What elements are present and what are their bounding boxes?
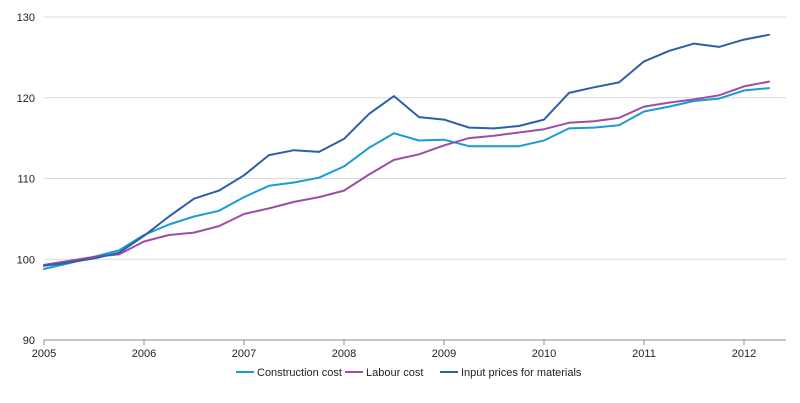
series-group [43,33,770,270]
legend: Construction cost Labour cost Input prices… [236,367,582,379]
y-tick-label: 130 [17,12,35,24]
series-line-input-prices-for-materials [43,33,770,267]
y-tick-label: 90 [23,335,35,347]
x-tick-label: 2009 [432,348,456,360]
x-tick-label: 2005 [32,348,56,360]
gridlines [44,16,786,260]
x-tick-label: 2008 [332,348,356,360]
series-line-labour-cost [43,80,770,266]
axes: 90 100 110 120 130 2005 2006 2007 2008 2009 2010 20… [17,12,786,360]
legend-label: Construction cost [257,367,342,379]
y-tick-label: 110 [17,174,35,186]
series-line-construction-cost [43,87,770,270]
x-tick-label: 2012 [732,348,756,360]
legend-label: Input prices for materials [461,367,582,379]
x-tick-label: 2011 [632,348,656,360]
legend-label: Labour cost [366,367,423,379]
y-tick-label: 120 [17,93,35,105]
y-tick-label: 100 [17,254,35,266]
x-tick-label: 2006 [132,348,156,360]
x-tick-label: 2010 [532,348,556,360]
x-tick-label: 2007 [232,348,256,360]
